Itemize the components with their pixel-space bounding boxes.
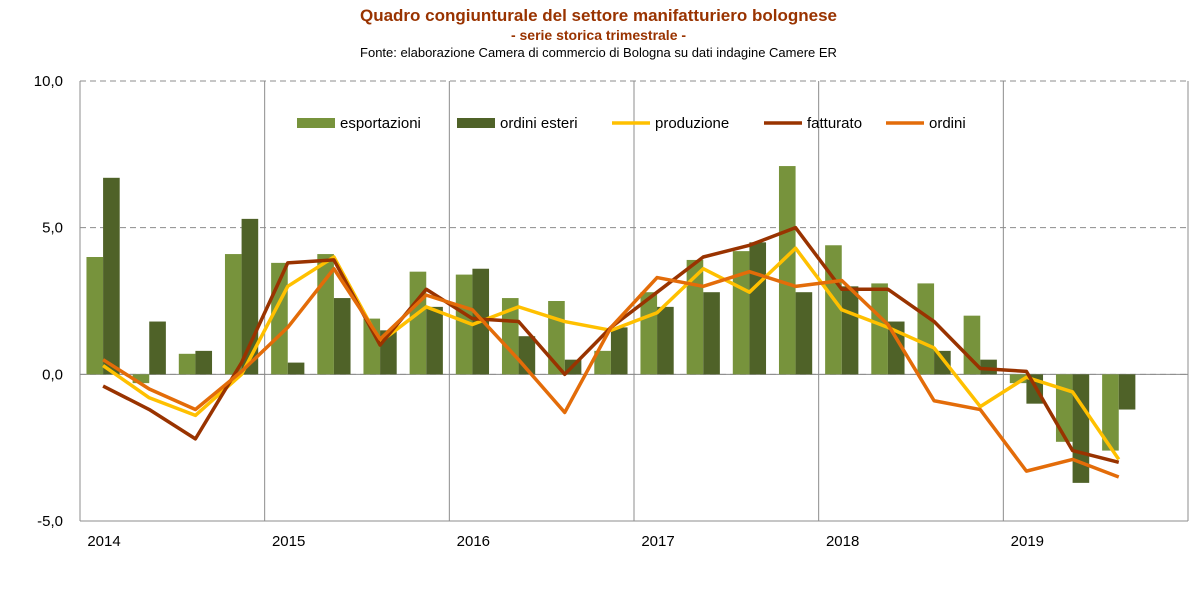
x-year-label: 2018 <box>826 533 859 550</box>
bar-esportazioni <box>871 283 888 375</box>
legend-label: fatturato <box>807 115 862 132</box>
bar-esportazioni <box>455 274 473 375</box>
bar-esportazioni <box>825 245 842 375</box>
y-tick-label: 10,0 <box>34 73 63 90</box>
bar-esportazioni <box>224 254 242 375</box>
bar-ordini-esteri <box>934 350 951 375</box>
bar-esportazioni <box>917 283 935 375</box>
bar-esportazioni <box>1009 374 1027 384</box>
bar-ordini-esteri <box>749 242 767 375</box>
legend-swatch <box>457 118 495 128</box>
y-tick-label: 5,0 <box>42 220 63 237</box>
bar-ordini-esteri <box>1118 374 1136 410</box>
bar-ordini-esteri <box>657 306 674 375</box>
x-year-label: 2015 <box>272 533 305 550</box>
legend-label: esportazioni <box>340 115 421 132</box>
chart-title: Quadro congiunturale del settore manifat… <box>359 6 837 25</box>
bar-esportazioni <box>732 251 750 375</box>
bar-esportazioni <box>409 271 427 375</box>
bar-esportazioni <box>594 350 611 375</box>
bar-ordini-esteri <box>287 362 305 375</box>
bar-esportazioni <box>686 259 704 375</box>
y-tick-label: -5,0 <box>37 513 63 530</box>
bar-esportazioni <box>1102 374 1119 451</box>
x-year-label: 2019 <box>1011 533 1044 550</box>
bar-esportazioni <box>132 374 150 384</box>
bar-ordini-esteri <box>703 292 720 375</box>
x-year-label: 2017 <box>641 533 674 550</box>
bar-ordini-esteri <box>195 350 213 375</box>
bar-ordini-esteri <box>610 327 628 375</box>
chart-subtitle: - serie storica trimestrale - <box>510 27 687 43</box>
legend-label: ordini <box>929 115 966 132</box>
legend-swatch <box>297 118 335 128</box>
line-ordini <box>102 266 1120 479</box>
bar-esportazioni <box>963 315 981 375</box>
legend-label: produzione <box>655 115 729 132</box>
bar-ordini-esteri <box>841 286 859 375</box>
bar-esportazioni <box>178 353 196 375</box>
bar-esportazioni <box>778 166 796 375</box>
chart-source: Fonte: elaborazione Camera di commercio … <box>360 45 837 60</box>
legend-label: ordini esteri <box>500 115 578 132</box>
bar-ordini-esteri <box>426 306 443 375</box>
bar-ordini-esteri <box>333 298 351 375</box>
bar-esportazioni <box>1055 374 1073 442</box>
bar-esportazioni <box>86 257 104 375</box>
bar-ordini-esteri <box>1072 374 1090 483</box>
bar-ordini-esteri <box>795 292 813 375</box>
y-tick-label: 0,0 <box>42 366 63 383</box>
x-year-label: 2014 <box>87 533 120 550</box>
bar-ordini-esteri <box>103 177 120 375</box>
x-year-label: 2016 <box>457 533 490 550</box>
bar-ordini-esteri <box>149 321 166 375</box>
